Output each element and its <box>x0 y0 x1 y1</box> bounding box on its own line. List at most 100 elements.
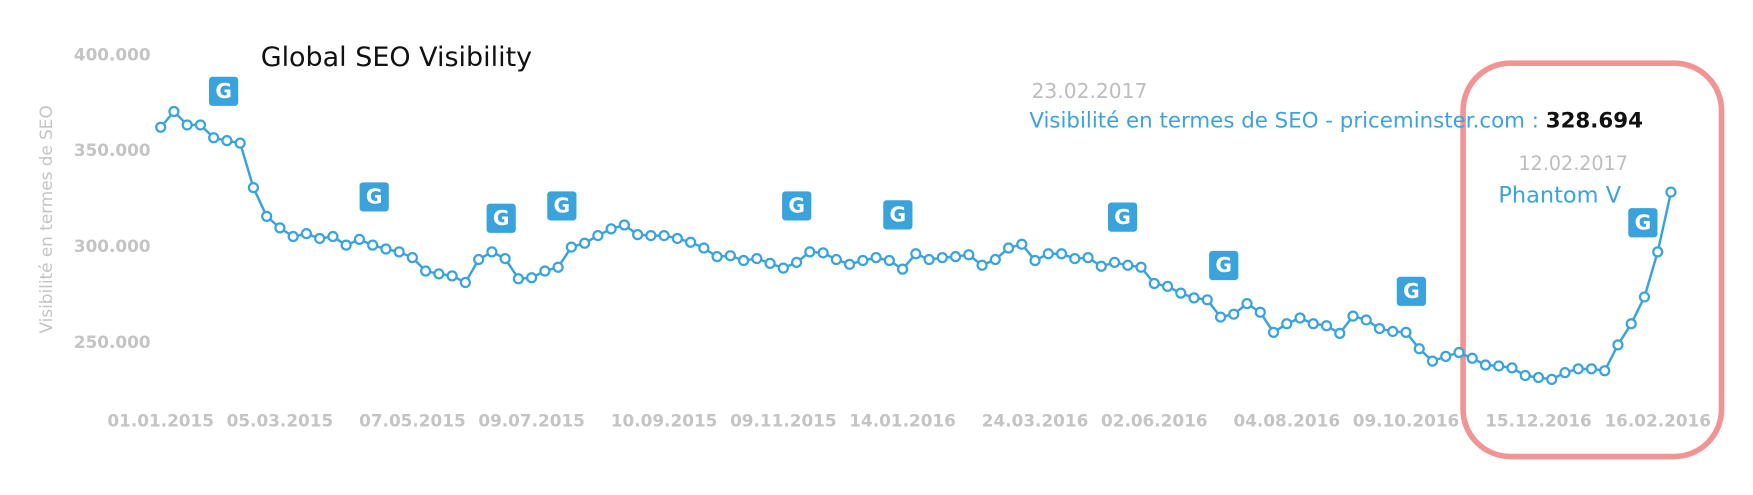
data-point <box>446 270 458 282</box>
data-point <box>1334 327 1346 339</box>
data-point <box>1002 242 1015 254</box>
data-point <box>1572 363 1584 375</box>
marker-letter: G <box>1635 210 1652 234</box>
data-point <box>711 251 723 263</box>
data-point <box>777 262 789 274</box>
data-point <box>486 246 498 258</box>
data-point <box>1095 260 1107 272</box>
data-point <box>473 253 485 266</box>
x-tick-label: 02.06.2016 <box>1101 411 1208 431</box>
data-point <box>1042 248 1054 260</box>
x-tick-label: 09.07.2015 <box>478 411 585 431</box>
x-tick-label: 24.03.2016 <box>982 411 1089 431</box>
data-point <box>592 229 604 242</box>
data-point <box>274 222 286 234</box>
data-point <box>1652 246 1664 258</box>
data-point <box>804 246 816 258</box>
data-point <box>949 251 962 263</box>
data-point <box>393 246 405 258</box>
data-point <box>830 253 842 266</box>
data-point <box>1585 363 1598 375</box>
data-point <box>870 252 882 264</box>
data-point <box>645 229 657 242</box>
data-point <box>1241 298 1253 310</box>
data-point <box>737 254 750 267</box>
data-point <box>1426 355 1439 367</box>
google-update-marker: G <box>209 76 239 106</box>
data-point <box>1493 360 1505 372</box>
chart-title: Global SEO Visibility <box>261 42 532 73</box>
marker-letter: G <box>1403 279 1420 303</box>
data-point <box>751 252 763 265</box>
data-point <box>1108 256 1121 269</box>
data-point <box>923 253 935 266</box>
data-point <box>1373 322 1386 335</box>
data-point <box>1387 325 1399 338</box>
data-point <box>1135 261 1147 273</box>
y-axis-label: Visibilité en termes de SEO <box>36 105 56 333</box>
data-point <box>1320 320 1333 332</box>
data-point <box>208 132 220 144</box>
data-point <box>1347 310 1359 322</box>
data-point <box>1599 365 1611 377</box>
marker-letter: G <box>366 185 383 209</box>
x-tick-label: 09.10.2016 <box>1353 411 1460 431</box>
x-tick-label: 16.02.2016 <box>1604 411 1711 431</box>
data-point <box>1638 291 1651 303</box>
data-point <box>1082 252 1094 264</box>
data-point <box>353 233 366 246</box>
data-point <box>1201 294 1213 306</box>
data-point <box>1506 362 1518 374</box>
annotation-label: Phantom V <box>1498 182 1621 208</box>
data-point <box>1453 346 1465 359</box>
x-tick-label: 07.05.2015 <box>359 411 466 431</box>
data-point <box>658 229 670 242</box>
data-point <box>539 265 551 277</box>
google-update-marker: G <box>547 191 577 221</box>
data-point <box>287 230 299 243</box>
data-point <box>910 248 922 260</box>
data-point <box>1188 292 1200 304</box>
data-point <box>340 239 352 251</box>
google-update-marker: G <box>782 191 812 221</box>
marker-box <box>782 191 812 221</box>
marker-box <box>1209 250 1239 281</box>
data-point <box>155 121 167 133</box>
data-point <box>1267 326 1280 339</box>
data-point <box>1175 287 1187 299</box>
marker-box <box>1107 202 1138 232</box>
data-point <box>406 252 419 264</box>
data-point <box>790 256 803 269</box>
data-point <box>1466 352 1478 364</box>
y-tick-label: 350.000 <box>74 140 151 160</box>
data-point <box>247 182 260 194</box>
marker-box <box>359 182 389 212</box>
data-point <box>1559 367 1571 379</box>
data-point <box>1029 254 1041 267</box>
data-point <box>459 276 472 289</box>
highlight-box <box>1460 60 1725 460</box>
tooltip-value: 328.694 <box>1546 109 1643 134</box>
data-point <box>1413 343 1425 355</box>
marker-box <box>486 203 516 233</box>
data-point <box>671 232 683 245</box>
google-update-marker: G <box>359 182 389 212</box>
x-tick-label: 05.03.2015 <box>227 411 334 431</box>
data-point <box>1519 369 1531 382</box>
data-point <box>194 119 207 131</box>
marker-box <box>209 76 239 106</box>
data-point <box>579 237 591 249</box>
data-point <box>1228 308 1240 320</box>
data-point <box>857 254 869 267</box>
x-tick-label: 14.01.2016 <box>849 411 956 431</box>
data-point <box>1612 339 1624 351</box>
data-point <box>1400 326 1412 339</box>
data-point <box>1665 186 1677 198</box>
tooltip: Visibilité en termes de SEO - priceminst… <box>1029 109 1643 134</box>
data-point <box>300 228 313 240</box>
data-point <box>963 249 975 261</box>
data-point <box>367 239 379 251</box>
data-point <box>565 241 577 253</box>
y-tick-label: 300.000 <box>74 236 151 256</box>
data-point <box>883 254 895 267</box>
